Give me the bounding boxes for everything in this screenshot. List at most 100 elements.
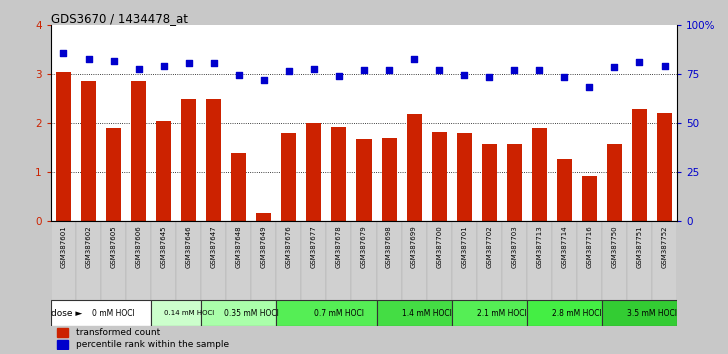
Bar [582, 176, 597, 222]
Text: GSM387646: GSM387646 [186, 225, 191, 268]
Text: GSM387606: GSM387606 [135, 225, 142, 268]
Point [108, 58, 119, 63]
Bar [232, 153, 246, 222]
Bar [277, 222, 301, 300]
Point [132, 66, 144, 72]
Point [383, 68, 395, 73]
Point [283, 69, 295, 74]
Point [308, 66, 320, 72]
Bar [657, 113, 672, 222]
Text: GSM387601: GSM387601 [60, 225, 66, 268]
Bar [376, 222, 402, 300]
Bar [602, 300, 677, 326]
Bar [58, 328, 68, 337]
Bar [632, 109, 647, 222]
Text: GSM387678: GSM387678 [336, 225, 342, 268]
Point [558, 74, 570, 80]
Point [584, 84, 596, 90]
Point [158, 63, 170, 68]
Bar [477, 222, 502, 300]
Text: GSM387602: GSM387602 [85, 225, 92, 268]
Bar [456, 133, 472, 222]
Text: GSM387679: GSM387679 [361, 225, 367, 268]
Bar [281, 133, 296, 222]
Text: GSM387703: GSM387703 [511, 225, 518, 268]
Bar [352, 222, 376, 300]
Bar [181, 98, 197, 222]
Bar [602, 222, 627, 300]
Bar [151, 222, 176, 300]
Bar [106, 128, 121, 222]
Bar [251, 222, 277, 300]
Text: GSM387714: GSM387714 [561, 225, 567, 268]
Text: 1.4 mM HOCl: 1.4 mM HOCl [402, 309, 451, 318]
Text: 2.8 mM HOCl: 2.8 mM HOCl [552, 309, 602, 318]
Bar [507, 144, 522, 222]
Text: GSM387750: GSM387750 [612, 225, 617, 268]
Text: GSM387752: GSM387752 [662, 225, 668, 268]
Bar [201, 300, 277, 326]
Bar [552, 222, 577, 300]
Bar [432, 132, 447, 222]
Point [659, 63, 670, 68]
Text: 2.1 mM HOCl: 2.1 mM HOCl [477, 309, 526, 318]
Bar [201, 222, 226, 300]
Text: GSM387676: GSM387676 [286, 225, 292, 268]
Text: dose ►: dose ► [51, 309, 82, 318]
Bar [176, 222, 201, 300]
Bar [156, 121, 171, 222]
Point [58, 51, 69, 56]
Text: GSM387605: GSM387605 [111, 225, 116, 268]
Text: GSM387701: GSM387701 [461, 225, 467, 268]
Bar [331, 127, 347, 222]
Text: GSM387677: GSM387677 [311, 225, 317, 268]
Bar [406, 114, 422, 222]
Text: 0.7 mM HOCl: 0.7 mM HOCl [314, 309, 364, 318]
Text: GSM387751: GSM387751 [636, 225, 643, 268]
Bar [76, 222, 101, 300]
Bar [56, 72, 71, 222]
Bar [427, 222, 451, 300]
Bar [451, 300, 527, 326]
Text: GSM387649: GSM387649 [261, 225, 267, 268]
Bar [502, 222, 527, 300]
Bar [58, 340, 68, 349]
Text: GSM387713: GSM387713 [537, 225, 542, 268]
Text: GDS3670 / 1434478_at: GDS3670 / 1434478_at [51, 12, 188, 25]
Text: GSM387647: GSM387647 [210, 225, 217, 268]
Bar [577, 222, 602, 300]
Bar [557, 159, 572, 222]
Bar [81, 81, 96, 222]
Bar [206, 98, 221, 222]
Point [534, 67, 545, 73]
Text: GSM387700: GSM387700 [436, 225, 442, 268]
Point [358, 67, 370, 73]
Point [459, 72, 470, 78]
Bar [357, 139, 371, 222]
Bar [527, 222, 552, 300]
Point [408, 56, 420, 62]
Bar [126, 222, 151, 300]
Bar [482, 144, 496, 222]
Bar [226, 222, 251, 300]
Text: GSM387699: GSM387699 [411, 225, 417, 268]
Bar [301, 222, 326, 300]
Point [333, 74, 345, 79]
Point [233, 73, 245, 78]
Bar [101, 222, 126, 300]
Bar [51, 222, 76, 300]
Bar [402, 222, 427, 300]
Point [83, 56, 95, 62]
Bar [652, 222, 677, 300]
Text: 0.35 mM HOCl: 0.35 mM HOCl [224, 309, 279, 318]
Bar [451, 222, 477, 300]
Bar [326, 222, 352, 300]
Bar [627, 222, 652, 300]
Bar [376, 300, 451, 326]
Text: percentile rank within the sample: percentile rank within the sample [76, 340, 229, 349]
Point [633, 59, 645, 64]
Bar [51, 300, 151, 326]
Text: GSM387648: GSM387648 [236, 225, 242, 268]
Text: GSM387698: GSM387698 [386, 225, 392, 268]
Text: 0 mM HOCl: 0 mM HOCl [92, 309, 135, 318]
